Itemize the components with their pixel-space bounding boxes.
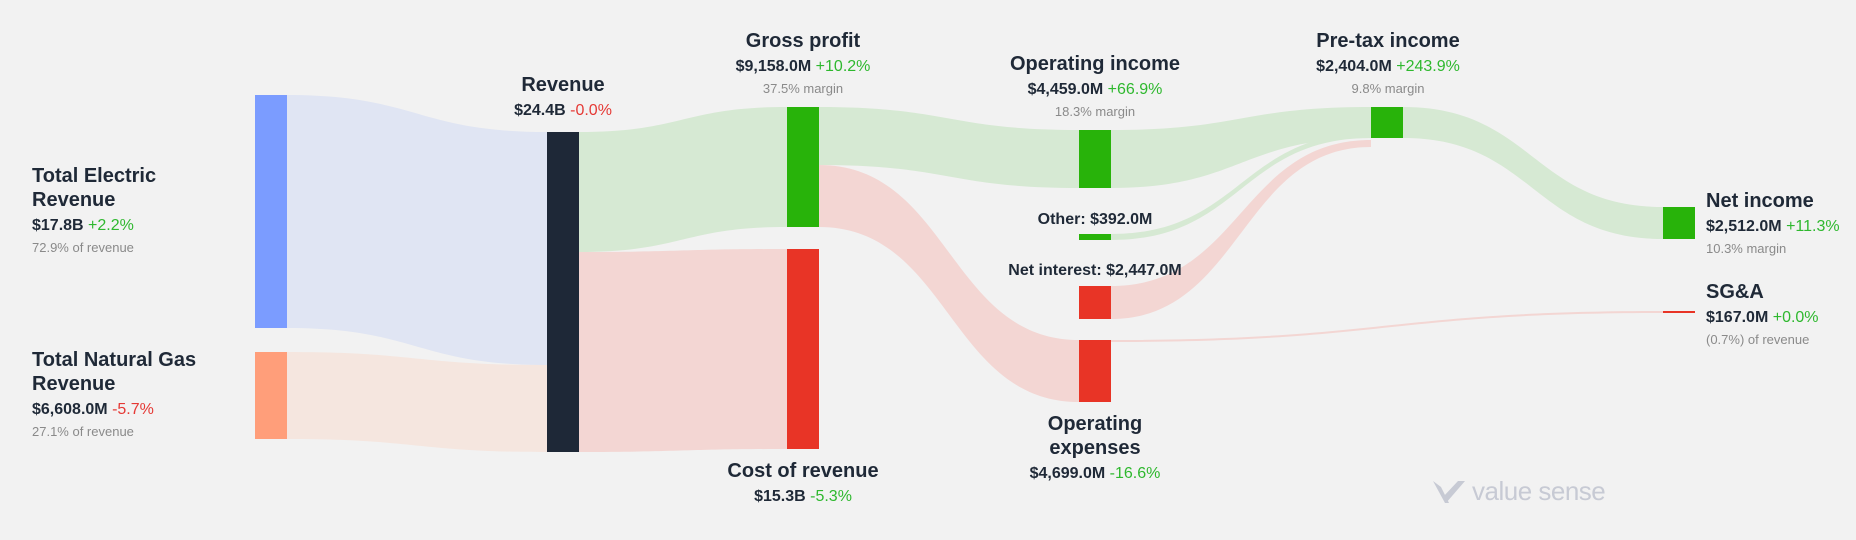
- node-bar-sga: [1663, 311, 1695, 313]
- pretax-note: 9.8% margin: [1351, 81, 1425, 96]
- electric-value: $17.8B: [32, 217, 84, 234]
- opinc-value: $4,459.0M: [1027, 81, 1104, 98]
- label-revenue: Revenue $24.4B -0.0%: [514, 73, 612, 122]
- label-sga: SG&A $167.0M +0.0% (0.7%) of revenue: [1706, 280, 1819, 349]
- flow-revenue-gross: [579, 107, 787, 252]
- node-bar-cor: [787, 249, 819, 449]
- pretax-name: Pre-tax income: [1316, 30, 1460, 52]
- node-bar-gross: [787, 107, 819, 227]
- net-value: $2,512.0M: [1706, 218, 1782, 235]
- electric-note: 72.9% of revenue: [32, 240, 134, 255]
- opex-change: -16.6%: [1109, 465, 1161, 482]
- netint-value: $2,447.0M: [1106, 262, 1182, 279]
- electric-name: Total Electric Revenue: [32, 165, 157, 211]
- label-operating-expenses: Operating expenses $4,699.0M -16.6%: [1025, 412, 1165, 485]
- label-cost-of-revenue: Cost of revenue $15.3B -5.3%: [727, 459, 878, 508]
- logo-text: value sense: [1472, 476, 1606, 506]
- label-gas: Total Natural Gas Revenue $6,608.0M -5.7…: [32, 348, 222, 441]
- electric-change: +2.2%: [88, 217, 134, 234]
- gross-change: +10.2%: [815, 58, 871, 75]
- opex-value: $4,699.0M: [1029, 465, 1106, 482]
- cor-change: -5.3%: [810, 488, 852, 505]
- other-value: $392.0M: [1090, 211, 1153, 228]
- pretax-change: +243.9%: [1396, 58, 1460, 75]
- pretax-value: $2,404.0M: [1316, 58, 1392, 75]
- net-change: +11.3%: [1786, 218, 1840, 235]
- label-gross-profit: Gross profit $9,158.0M +10.2% 37.5% marg…: [736, 29, 871, 98]
- check-v-icon: [1433, 480, 1465, 503]
- sga-value: $167.0M: [1706, 309, 1769, 326]
- flow-opex-sga: [1111, 311, 1663, 342]
- node-bar-netint: [1079, 286, 1111, 319]
- netint-name: Net interest:: [1008, 262, 1102, 279]
- gross-note: 37.5% margin: [762, 81, 844, 96]
- flow-revenue-cor: [579, 249, 787, 452]
- label-pretax-income: Pre-tax income $2,404.0M +243.9% 9.8% ma…: [1316, 29, 1460, 98]
- cor-value: $15.3B: [754, 488, 806, 505]
- gas-note: 27.1% of revenue: [32, 424, 134, 439]
- flow-gas-revenue: [287, 352, 547, 452]
- flow-gross-opex: [819, 165, 1079, 402]
- sga-note: (0.7%) of revenue: [1706, 332, 1810, 347]
- gas-change: -5.7%: [112, 401, 154, 418]
- label-electric: Total Electric Revenue $17.8B +2.2% 72.9…: [32, 164, 192, 257]
- node-bar-other: [1079, 234, 1111, 240]
- flow-other-pretax: [1111, 133, 1371, 240]
- label-other: Other: $392.0M: [1038, 209, 1153, 231]
- gross-value: $9,158.0M: [735, 58, 812, 75]
- net-note: 10.3% margin: [1706, 241, 1787, 256]
- cor-name: Cost of revenue: [727, 460, 879, 482]
- sga-name: SG&A: [1706, 281, 1764, 303]
- revenue-change: -0.0%: [570, 102, 612, 119]
- label-net-income: Net income $2,512.0M +11.3% 10.3% margin: [1706, 189, 1840, 258]
- flow-electric-revenue: [287, 95, 547, 365]
- revenue-value: $24.4B: [514, 102, 566, 119]
- revenue-name: Revenue: [521, 74, 605, 96]
- node-bar-electric: [255, 95, 287, 328]
- gas-name: Total Natural Gas Revenue: [32, 349, 197, 395]
- label-operating-income: Operating income $4,459.0M +66.9% 18.3% …: [1010, 52, 1180, 121]
- opex-name: Operating expenses: [1047, 413, 1143, 459]
- opinc-change: +66.9%: [1107, 81, 1163, 98]
- other-name: Other:: [1037, 211, 1086, 228]
- node-bar-opex: [1079, 340, 1111, 402]
- flow-netint-pretax: [1111, 140, 1371, 319]
- gross-name: Gross profit: [745, 30, 861, 52]
- opinc-note: 18.3% margin: [1054, 104, 1136, 119]
- flow-gross-opinc: [819, 107, 1079, 188]
- label-net-interest: Net interest: $2,447.0M: [1008, 260, 1181, 282]
- node-bar-net: [1663, 207, 1695, 239]
- opinc-name: Operating income: [1009, 53, 1181, 75]
- net-name: Net income: [1706, 190, 1814, 212]
- node-bar-gas: [255, 352, 287, 439]
- flow-pretax-net: [1403, 107, 1663, 239]
- flow-opinc-pretax: [1111, 107, 1371, 188]
- node-bar-opinc: [1079, 130, 1111, 188]
- node-bar-revenue: [547, 132, 579, 452]
- sga-change: +0.0%: [1772, 309, 1819, 326]
- value-sense-logo: value sense: [1432, 476, 1606, 507]
- gas-value: $6,608.0M: [32, 401, 108, 418]
- node-bar-pretax: [1371, 107, 1403, 138]
